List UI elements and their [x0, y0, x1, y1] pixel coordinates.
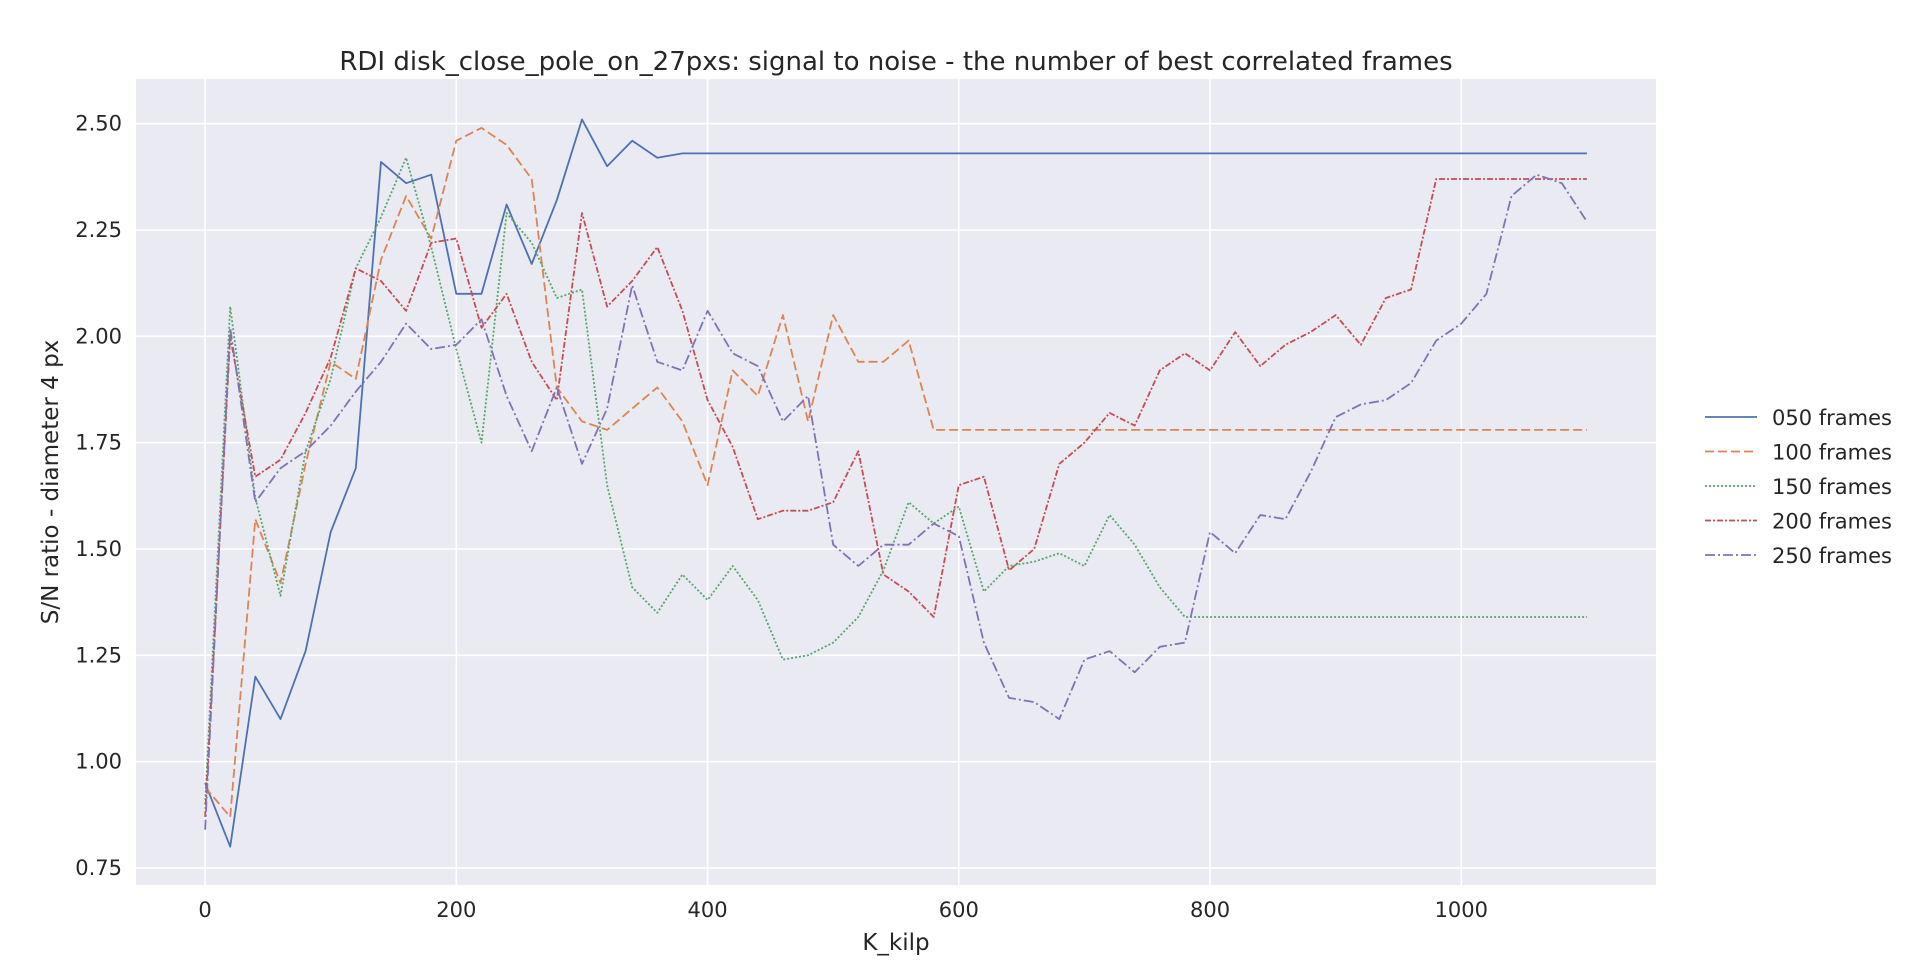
series-line-250-frames [204, 173, 1588, 830]
legend-item: 100 frames [1705, 441, 1892, 465]
x-tick-label: 600 [939, 898, 979, 922]
y-axis-ticks: 0.75 1.00 1.25 1.50 1.75 2.00 2.25 2.50 [75, 112, 122, 880]
y-tick-label: 1.25 [75, 643, 122, 667]
legend-label: 200 frames [1772, 510, 1892, 534]
grid-lines [136, 79, 1656, 885]
legend: 050 frames 100 frames 150 frames 200 frames… [1705, 406, 1892, 568]
x-tick-label: 0 [198, 898, 211, 922]
x-tick-label: 800 [1190, 898, 1230, 922]
legend-item: 200 frames [1705, 510, 1892, 534]
legend-item: 150 frames [1705, 475, 1892, 499]
y-tick-label: 2.25 [75, 218, 122, 242]
y-tick-label: 1.75 [75, 431, 122, 455]
series-line-150-frames [204, 156, 1587, 805]
series-line-050-frames [204, 118, 1587, 848]
y-tick-label: 2.50 [75, 112, 122, 136]
plot-area [136, 79, 1656, 885]
legend-item: 050 frames [1705, 406, 1892, 430]
x-tick-label: 400 [688, 898, 728, 922]
x-tick-label: 200 [436, 898, 476, 922]
x-tick-label: 1000 [1435, 898, 1488, 922]
x-axis-label: K_kilp [862, 930, 929, 956]
y-tick-label: 0.75 [75, 856, 122, 880]
y-axis-label: S/N ratio - diameter 4 px [38, 340, 64, 625]
y-tick-label: 2.00 [75, 324, 122, 348]
chart-title: RDI disk_close_pole_on_27pxs: signal to … [339, 47, 1452, 77]
y-tick-label: 1.00 [75, 750, 122, 774]
x-axis-ticks: 0 200 400 600 800 1000 [198, 898, 1488, 922]
legend-label: 150 frames [1772, 475, 1892, 499]
series-lines [204, 118, 1588, 848]
legend-item: 250 frames [1705, 544, 1892, 568]
legend-label: 100 frames [1772, 441, 1892, 465]
legend-label: 250 frames [1772, 544, 1892, 568]
y-tick-label: 1.50 [75, 537, 122, 561]
series-line-100-frames [204, 127, 1587, 818]
legend-label: 050 frames [1772, 406, 1892, 430]
series-line-200-frames [204, 178, 1587, 817]
